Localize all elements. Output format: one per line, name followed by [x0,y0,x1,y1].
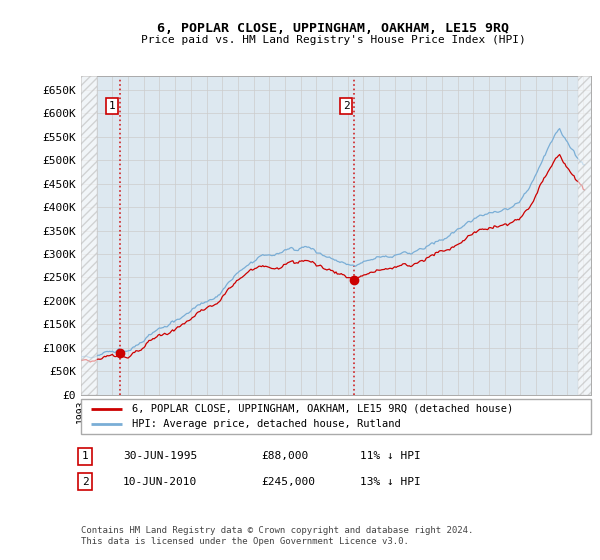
Bar [81,76,97,395]
Text: 10-JUN-2010: 10-JUN-2010 [123,477,197,487]
FancyBboxPatch shape [81,399,591,434]
Text: Price paid vs. HM Land Registry's House Price Index (HPI): Price paid vs. HM Land Registry's House … [140,35,526,45]
Text: 2: 2 [343,101,350,111]
Text: Contains HM Land Registry data © Crown copyright and database right 2024.
This d: Contains HM Land Registry data © Crown c… [81,526,473,546]
Text: 1: 1 [82,451,89,461]
Text: 6, POPLAR CLOSE, UPPINGHAM, OAKHAM, LE15 9RQ (detached house): 6, POPLAR CLOSE, UPPINGHAM, OAKHAM, LE15… [132,404,513,414]
Text: 1: 1 [109,101,116,111]
Text: 6, POPLAR CLOSE, UPPINGHAM, OAKHAM, LE15 9RQ: 6, POPLAR CLOSE, UPPINGHAM, OAKHAM, LE15… [157,22,509,35]
Text: 11% ↓ HPI: 11% ↓ HPI [360,451,421,461]
Text: £88,000: £88,000 [261,451,308,461]
Bar [578,76,594,395]
Text: HPI: Average price, detached house, Rutland: HPI: Average price, detached house, Rutl… [132,419,401,429]
Text: £245,000: £245,000 [261,477,315,487]
Text: 30-JUN-1995: 30-JUN-1995 [123,451,197,461]
Text: 2: 2 [82,477,89,487]
Text: 13% ↓ HPI: 13% ↓ HPI [360,477,421,487]
